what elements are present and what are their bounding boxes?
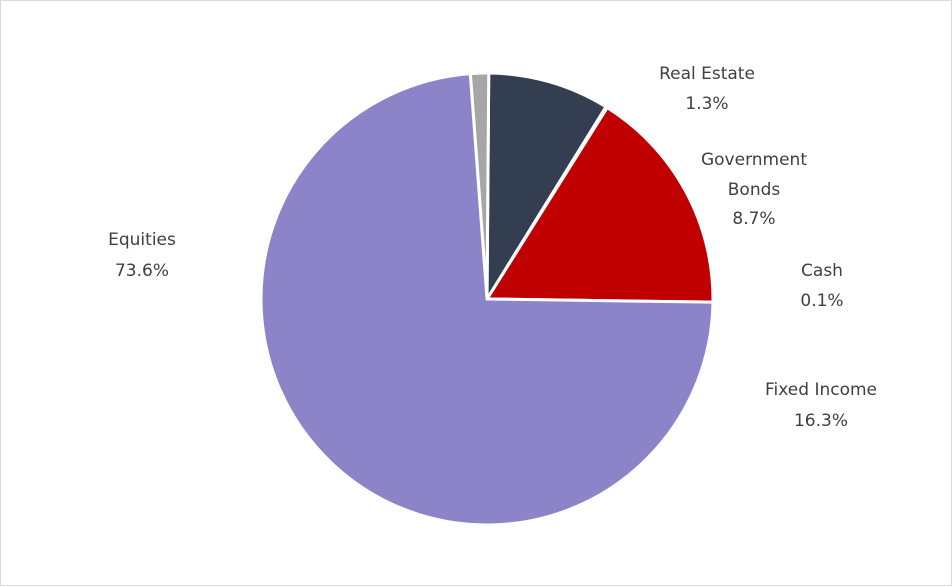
label-fixed-income-value: 16.3% — [794, 411, 848, 431]
pie-slice-government-bonds — [485, 71, 608, 301]
pie-slice-fixed-income — [485, 106, 715, 304]
label-equities: Equities 73.6% — [108, 230, 176, 281]
label-equities-value: 73.6% — [115, 261, 169, 281]
label-fixed-income: Fixed Income 16.3% — [765, 380, 877, 431]
label-fixed-income-name: Fixed Income — [765, 380, 877, 400]
label-real-estate-name: Real Estate — [659, 64, 755, 84]
label-real-estate: Real Estate 1.3% — [659, 64, 755, 114]
label-equities-name: Equities — [108, 230, 176, 250]
pie-slice-equities — [259, 72, 715, 527]
label-real-estate-value: 1.3% — [685, 94, 728, 114]
label-cash-value: 0.1% — [800, 291, 843, 311]
label-government-bonds-line2: Bonds — [728, 180, 781, 200]
label-government-bonds: Government Bonds 8.7% — [701, 150, 807, 229]
label-cash: Cash 0.1% — [800, 261, 843, 311]
pie-slices — [259, 71, 715, 527]
label-government-bonds-value: 8.7% — [732, 209, 775, 229]
label-cash-name: Cash — [801, 261, 843, 281]
label-government-bonds-line1: Government — [701, 150, 807, 170]
